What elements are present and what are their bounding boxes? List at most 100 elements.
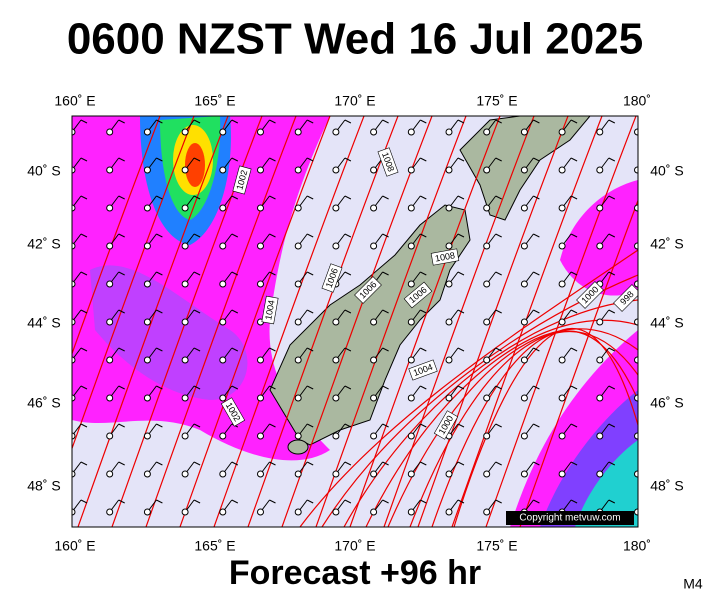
station: [596, 318, 604, 326]
lat-label: 48˚ S: [27, 478, 60, 494]
station: [596, 204, 604, 212]
station: [219, 508, 227, 516]
barb: [647, 424, 653, 427]
barb: [193, 347, 201, 352]
station: [445, 508, 453, 516]
station: [258, 547, 264, 553]
station: [294, 470, 302, 478]
station: [181, 470, 189, 478]
barb: [562, 538, 571, 550]
station: [143, 432, 151, 440]
barb: [533, 347, 540, 352]
station: [106, 394, 114, 402]
station: [407, 508, 415, 516]
station: [219, 166, 227, 174]
station: [72, 204, 76, 212]
barb: [156, 309, 163, 314]
station: [294, 394, 302, 402]
station: [257, 394, 264, 402]
barb: [637, 244, 638, 247]
barb: [608, 461, 616, 466]
barb: [495, 423, 502, 428]
rain-field: [90, 265, 248, 400]
station: [294, 166, 302, 174]
barb: [118, 347, 125, 352]
barb: [495, 233, 502, 238]
barb: [647, 196, 653, 199]
barb: [637, 282, 638, 285]
station: [597, 547, 603, 553]
station: [483, 128, 491, 136]
barb: [269, 119, 276, 124]
barb: [382, 347, 389, 352]
barb: [344, 499, 352, 504]
station: [483, 204, 491, 212]
barb: [382, 271, 389, 276]
barb: [647, 120, 653, 123]
station: [143, 394, 151, 402]
barb: [156, 195, 163, 200]
isobar-label-box: [433, 410, 459, 440]
barb: [80, 385, 88, 390]
barb: [156, 385, 163, 390]
lat-label: 40˚ S: [27, 163, 60, 179]
lat-label: 42˚ S: [650, 236, 683, 252]
station: [558, 394, 566, 402]
map-area: 1008100210061004100810061006100410021000…: [72, 116, 653, 553]
station: [520, 394, 528, 402]
barb: [118, 119, 125, 124]
barb: [118, 157, 125, 162]
station: [520, 432, 528, 440]
barb: [600, 538, 609, 550]
station: [72, 318, 76, 326]
station: [257, 128, 264, 136]
barb: [344, 157, 352, 162]
barb: [306, 423, 314, 428]
station: [483, 242, 491, 250]
station: [558, 128, 566, 136]
barb: [80, 461, 88, 466]
isobar: [72, 116, 195, 451]
barb: [420, 271, 427, 276]
station: [219, 204, 227, 212]
barb: [533, 499, 540, 504]
barb: [637, 206, 638, 209]
station: [520, 128, 528, 136]
station: [445, 128, 453, 136]
barb: [382, 309, 389, 314]
barb: [231, 157, 239, 162]
isobar: [72, 116, 161, 356]
map-frame: [71, 115, 639, 528]
station: [407, 470, 415, 478]
barb: [231, 195, 239, 200]
station: [106, 470, 114, 478]
station: [445, 280, 453, 288]
barb: [118, 309, 125, 314]
barb: [231, 233, 239, 238]
station: [72, 356, 76, 364]
isobar-label-text: 1004: [263, 299, 276, 320]
station: [181, 128, 189, 136]
barb: [608, 423, 616, 428]
station: [558, 318, 566, 326]
station: [181, 280, 189, 288]
isobar-label-box: [430, 248, 460, 266]
station: [294, 242, 302, 250]
station: [72, 280, 76, 288]
barb: [193, 385, 201, 390]
lat-label: 44˚ S: [27, 315, 60, 331]
station: [332, 432, 340, 440]
station: [332, 356, 340, 364]
station: [143, 128, 151, 136]
barb: [637, 358, 638, 361]
station: [408, 547, 414, 553]
barb: [495, 385, 502, 390]
barb: [298, 538, 307, 550]
isobar: [485, 116, 637, 527]
station: [407, 128, 415, 136]
barb: [524, 538, 533, 550]
barb: [609, 538, 615, 541]
isobar-label: 1004: [261, 295, 279, 325]
station: [520, 356, 528, 364]
barb: [231, 347, 239, 352]
